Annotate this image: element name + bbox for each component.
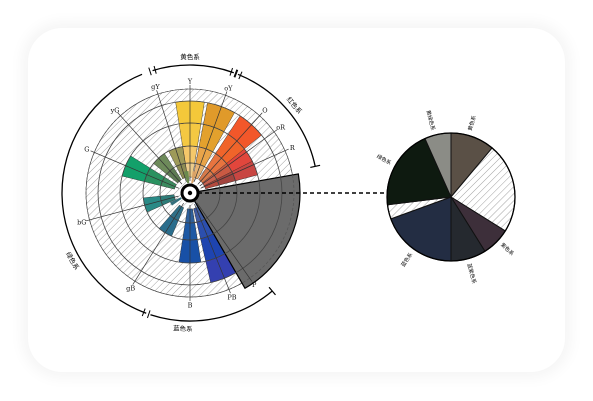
group-arc-end (268, 286, 276, 296)
wheel-radial-line (196, 202, 253, 282)
hue-label: P (252, 281, 257, 289)
pie-label: 黄绿色系 (424, 109, 437, 131)
group-arc (152, 64, 235, 74)
group-label: 绿色系 (64, 250, 82, 272)
group-arc-tick (229, 67, 234, 76)
group-arc (61, 73, 147, 314)
pie-label: 黄色系 (466, 114, 478, 131)
hue-labels: RoR OoY YgY yG GbG gB B PB P (77, 78, 296, 310)
wheel-inner-wedge (170, 197, 182, 206)
wheel-radial-line (117, 112, 183, 185)
group-arc-tick (146, 310, 151, 319)
wheel-inner-wedge (191, 171, 197, 184)
group-arc-tick (141, 308, 146, 317)
hue-label: oR (276, 124, 286, 132)
wheel-radial-line (197, 112, 263, 185)
hue-label: Y (187, 78, 193, 86)
center-dot (187, 190, 193, 196)
group-label: 红色系 (285, 95, 305, 116)
pie-label: 蓝色系 (399, 251, 414, 268)
wheel-radial-line (156, 90, 187, 182)
wheel-radial-line (199, 129, 278, 187)
group-label: 蓝色系 (173, 323, 193, 333)
hue-label: B (188, 302, 193, 310)
wheel-ring (85, 88, 295, 298)
group-arc-tick (238, 71, 243, 80)
hue-label: PB (227, 293, 236, 301)
hue-label: oY (224, 84, 233, 92)
wheel-radial-line (194, 203, 231, 294)
selected-sector[interactable] (189, 173, 301, 290)
group-arc-end (310, 164, 321, 169)
group-arc (237, 73, 316, 167)
group-arc-tick (233, 69, 238, 78)
group-arc-tick (148, 67, 152, 76)
pie-outline (386, 132, 516, 262)
wheel-inner-wedge (183, 171, 190, 184)
wheel-radial-line (90, 150, 180, 189)
hue-label: G (84, 146, 89, 154)
wheel-radial-line (85, 195, 179, 222)
hue-label: R (290, 144, 296, 152)
wheel-radial-line (200, 148, 289, 189)
hue-label: O (262, 106, 267, 114)
group-arc-tick (153, 65, 157, 74)
hue-label: gY (151, 83, 160, 91)
wheel-radial-line (193, 91, 228, 182)
pie-label: 绿色系 (375, 152, 393, 167)
hue-label: gB (126, 284, 135, 292)
wheel-radial-lines (85, 85, 289, 301)
hue-label: yG (110, 106, 120, 114)
hue-label: bG (77, 218, 86, 226)
pie-label: 紫色系 (499, 241, 516, 257)
group-arc (150, 290, 273, 322)
group-label: 黄色系 (180, 52, 200, 61)
pie-label: 蓝紫色系 (465, 262, 478, 284)
wheel-radial-line (132, 202, 184, 285)
group-arc-tick (234, 69, 239, 78)
